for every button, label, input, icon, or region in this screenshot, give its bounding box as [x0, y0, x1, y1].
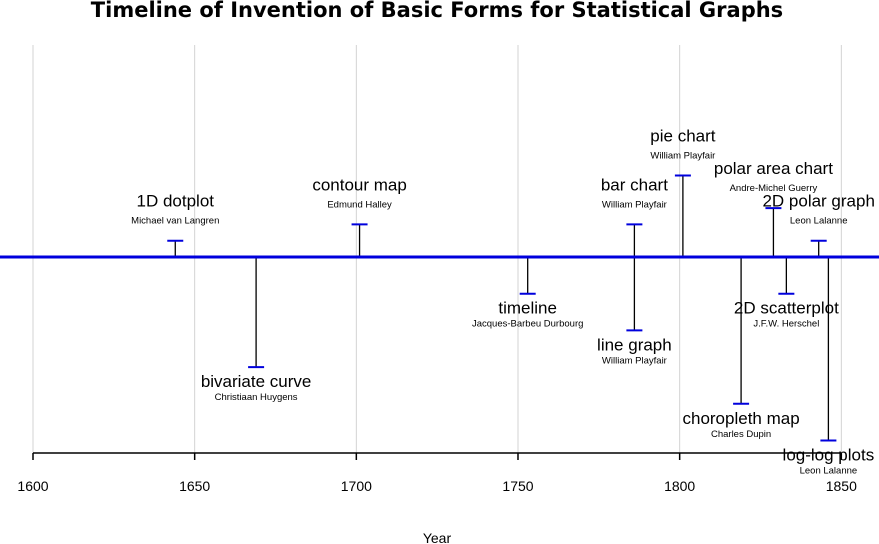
event-name-label: 2D polar graph — [762, 192, 874, 211]
event-name-label: 2D scatterplot — [734, 299, 839, 318]
event-name-label: 1D dotplot — [137, 192, 215, 211]
event-inventor-label: William Playfair — [650, 151, 715, 162]
event-name-label: choropleth map — [682, 409, 799, 428]
grid-lines — [32, 45, 842, 453]
event-name-label: pie chart — [650, 127, 715, 146]
event-name-label: polar area chart — [714, 159, 833, 178]
event-name-label: contour map — [312, 175, 407, 194]
x-tick-label: 1750 — [502, 478, 533, 494]
event-inventor-label: Edmund Halley — [327, 199, 392, 210]
x-axis: 1600 1650 1700 1750 1800 1850 — [17, 452, 857, 494]
event-name-label: timeline — [498, 299, 557, 318]
x-tick-label: 1800 — [664, 478, 695, 494]
event-inventor-label: Leon Lalanne — [790, 216, 848, 227]
event-inventor-label: Christiaan Huygens — [215, 392, 298, 403]
x-axis-label: Year — [423, 530, 452, 544]
event-inventor-label: Leon Lalanne — [800, 466, 858, 477]
event-inventor-label: Charles Dupin — [711, 429, 771, 440]
event-name-label: line graph — [597, 335, 672, 354]
x-tick-label: 1850 — [826, 478, 857, 494]
event-inventor-label: Michael van Langren — [131, 216, 219, 227]
event-inventor-label: J.F.W. Herschel — [753, 319, 819, 330]
event-name-label: log-log plots — [783, 446, 875, 465]
event-name-label: bar chart — [601, 175, 668, 194]
event-stems — [174, 175, 830, 441]
event-inventor-label: William Playfair — [602, 355, 667, 366]
x-tick-label: 1650 — [179, 478, 210, 494]
x-tick-label: 1600 — [17, 478, 48, 494]
x-tick-label: 1700 — [341, 478, 372, 494]
event-inventor-label: Jacques-Barbeu Durbourg — [472, 319, 583, 330]
chart-title: Timeline of Invention of Basic Forms for… — [91, 0, 783, 22]
event-markers: 1D dotplot Michael van Langren bivariate c… — [131, 127, 875, 477]
event-inventor-label: Andre-Michel Guerry — [730, 183, 818, 194]
event-inventor-label: William Playfair — [602, 199, 667, 210]
event-name-label: bivariate curve — [201, 372, 312, 391]
